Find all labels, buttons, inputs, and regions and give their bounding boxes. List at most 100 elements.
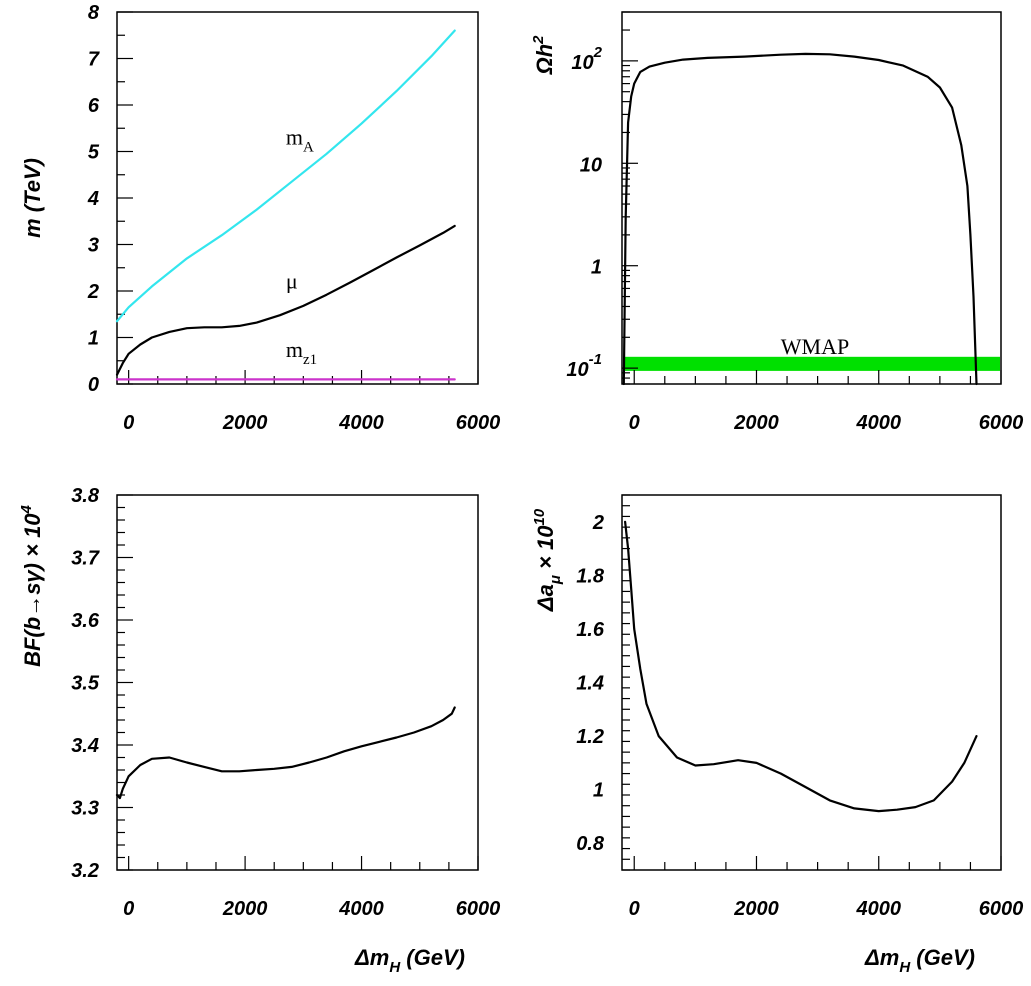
- y-axis-title: Ωh2: [530, 35, 557, 76]
- y-tick-label: 1.2: [576, 726, 604, 748]
- y-tick-label: 0: [88, 374, 99, 396]
- panel-bsg: 0 2000 4000 6000 3.2 3.3 3.4 3.5 3.6 3.7 3.8 BF(b…: [18, 485, 500, 976]
- series-label-m-z1: mz1: [286, 337, 317, 368]
- series-label-sub: A: [303, 140, 314, 156]
- x-axis-title-rest: (GeV): [910, 945, 975, 970]
- x-tick-label: 4000: [855, 412, 901, 434]
- y-tick-label: 1.8: [576, 565, 605, 587]
- y-tick-label-main: 1: [591, 257, 602, 279]
- x-tick-label: 4000: [338, 412, 384, 434]
- y-tick-label: 3.6: [71, 610, 100, 632]
- x-tick-label: 2000: [222, 412, 268, 434]
- y-axis-title: m (TeV): [20, 158, 45, 238]
- y-axis-title: Δaμ × 1010: [531, 508, 564, 612]
- y-tick-label-main: 10: [580, 154, 602, 176]
- y-tick-label-sup: -1: [589, 351, 602, 368]
- y-axis-title-main: Δa: [533, 584, 558, 612]
- y-axis-title-sub: μ: [547, 575, 564, 585]
- wmap-band: [623, 356, 1000, 371]
- y-tick-label: 8: [88, 2, 100, 24]
- plot-frame: [116, 11, 479, 385]
- y-tick-label: 6: [88, 95, 100, 117]
- y-tick-label: 1: [88, 328, 99, 350]
- panel-amu: 0 2000 4000 6000 0.8 1 1.2 1.4 1.6 1.8 2 Δaμ × 10…: [531, 494, 1024, 976]
- x-tick-label: 6000: [979, 898, 1024, 920]
- series-lines: [115, 29, 456, 381]
- y-axis-title-main: Ωh: [532, 44, 557, 76]
- x-tick-label: 0: [629, 898, 640, 920]
- x-tick-label: 6000: [456, 412, 501, 434]
- series-line-omega-h2: [622, 52, 978, 386]
- x-tick-label: 4000: [338, 898, 384, 920]
- x-tick-label: 0: [123, 898, 134, 920]
- y-axis-title-sup: 10: [531, 508, 548, 525]
- y-ticks: 3.2 3.3 3.4 3.5 3.6 3.7 3.8: [71, 485, 133, 882]
- plot-frame: [116, 494, 479, 871]
- x-tick-label: 0: [629, 412, 640, 434]
- y-tick-label: 3.3: [71, 798, 99, 820]
- y-tick-label: 10-1: [566, 351, 602, 381]
- y-tick-label: 1: [593, 780, 604, 802]
- x-tick-label: 2000: [222, 898, 268, 920]
- wmap-band-label: WMAP: [781, 334, 849, 359]
- x-ticks: 0 2000 4000 6000: [629, 370, 1024, 434]
- x-tick-label: 0: [123, 412, 134, 434]
- series-label-m-a: mA: [286, 125, 314, 156]
- series-line-mu: [115, 224, 456, 376]
- series-line-m-a: [115, 29, 456, 323]
- y-tick-label-main: 10: [566, 359, 588, 381]
- x-ticks: 0 2000 4000 6000: [629, 856, 1024, 920]
- y-axis-title: BF(b→sγ) × 104: [18, 504, 45, 666]
- y-tick-label: 3.2: [71, 860, 99, 882]
- x-axis-title-main: Δm: [354, 945, 389, 970]
- y-tick-label: 1: [591, 257, 602, 279]
- y-tick-label: 5: [88, 142, 100, 164]
- series-label-main: m: [286, 337, 303, 362]
- series-label-sub: z1: [303, 352, 317, 368]
- y-tick-label: 3.8: [71, 485, 100, 507]
- y-ticks: 0.8 1 1.2 1.4 1.6 1.8 2: [576, 494, 630, 871]
- series-label-main: μ: [286, 269, 298, 294]
- y-tick-label: 3.7: [71, 548, 100, 570]
- x-axis-title-main: Δm: [864, 945, 899, 970]
- y-tick-label-sup: 2: [593, 44, 603, 61]
- x-axis-title: ΔmH (GeV): [354, 945, 465, 976]
- y-tick-label: 7: [88, 49, 100, 71]
- y-tick-label: 10: [580, 154, 602, 176]
- y-tick-label: 3: [88, 235, 99, 257]
- series-lines: [622, 52, 978, 386]
- series-line-delta-a-mu: [623, 520, 978, 813]
- x-tick-label: 6000: [456, 898, 501, 920]
- x-tick-label: 6000: [979, 412, 1024, 434]
- y-axis-title-sup: 4: [18, 504, 35, 514]
- y-tick-label: 2: [592, 512, 604, 534]
- x-axis-title-rest: (GeV): [400, 945, 465, 970]
- x-tick-label: 4000: [855, 898, 901, 920]
- x-axis-title-sub: H: [899, 959, 911, 976]
- y-tick-label: 3.5: [71, 673, 100, 695]
- y-ticks: 0 1 2 3 4 5 6 7 8: [87, 2, 133, 396]
- y-tick-label: 3.4: [71, 735, 99, 757]
- y-tick-label: 102: [571, 44, 602, 74]
- x-axis-title: ΔmH (GeV): [864, 945, 975, 976]
- y-axis-title-rest: × 10: [533, 525, 558, 575]
- series-line-bf-bsg: [115, 706, 456, 800]
- x-axis-title-sub: H: [389, 959, 401, 976]
- y-tick-label: 0.8: [576, 833, 605, 855]
- y-axis-title-main: BF(b→sγ) × 10: [20, 513, 45, 667]
- x-tick-label: 2000: [733, 412, 779, 434]
- series-label-mu: μ: [286, 269, 298, 294]
- plot-frame: [621, 11, 1002, 385]
- y-tick-label-main: 10: [571, 52, 593, 74]
- y-axis-title-sup: 2: [530, 35, 547, 45]
- series-lines: [623, 520, 978, 813]
- y-tick-label: 2: [87, 281, 99, 303]
- y-tick-label: 4: [87, 188, 99, 210]
- x-ticks: 0 2000 4000 6000: [123, 370, 500, 434]
- plot-frame: [621, 494, 1002, 871]
- series-label-main: m: [286, 125, 303, 150]
